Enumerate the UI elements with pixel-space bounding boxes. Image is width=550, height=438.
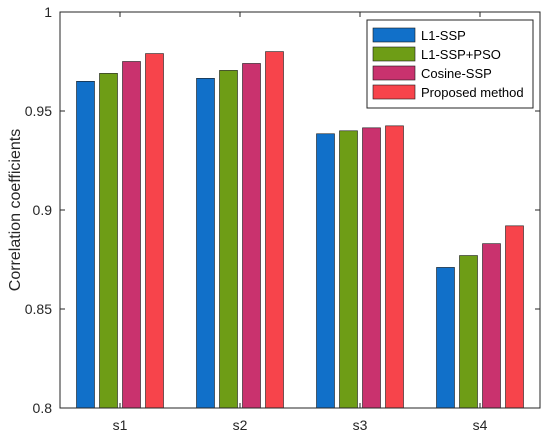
x-axis: s1 s2 s3 s4: [113, 12, 488, 433]
legend-swatch-4: [372, 84, 416, 100]
y-tick-label: 1: [44, 4, 52, 20]
y-axis-label: Correlation coefficients: [7, 129, 24, 291]
bar-s2-3: [242, 63, 261, 409]
bar-s4-3: [482, 243, 501, 409]
bars-group: [76, 51, 524, 409]
legend-label-2: L1-SSP+PSO: [421, 47, 501, 62]
bar-s1-1: [76, 81, 95, 409]
bar-s2-4: [265, 51, 284, 409]
bar-s2-2: [219, 70, 238, 409]
legend-label-3: Cosine-SSP: [421, 66, 492, 81]
bar-s1-4: [145, 53, 164, 409]
bar-s3-1: [316, 133, 335, 409]
legend-label-4: Proposed method: [421, 85, 524, 100]
legend-swatch-3: [372, 65, 416, 81]
x-tick-label: s3: [353, 417, 368, 433]
bar-s4-1: [436, 267, 455, 409]
y-tick-label: 0.85: [25, 301, 52, 317]
x-tick-label: s4: [473, 417, 488, 433]
bar-s3-2: [339, 130, 358, 409]
x-tick-label: s1: [113, 417, 128, 433]
bar-s3-4: [385, 125, 404, 409]
bar-s2-1: [196, 78, 215, 409]
x-tick-label: s2: [233, 417, 248, 433]
legend: L1-SSP L1-SSP+PSO Cosine-SSP Proposed metho…: [366, 19, 534, 109]
bar-s4-4: [505, 225, 524, 409]
bar-s1-2: [99, 73, 118, 409]
y-tick-label: 0.9: [33, 202, 53, 218]
legend-swatch-2: [372, 46, 416, 62]
y-axis: 0.8 0.85 0.9 0.95 1: [25, 4, 540, 416]
bar-s3-3: [362, 127, 381, 409]
legend-label-1: L1-SSP: [421, 28, 466, 43]
y-tick-label: 0.95: [25, 103, 52, 119]
bar-s4-2: [459, 255, 478, 409]
y-tick-label: 0.8: [33, 400, 53, 416]
legend-swatch-1: [372, 27, 416, 43]
bar-s1-3: [122, 61, 141, 409]
